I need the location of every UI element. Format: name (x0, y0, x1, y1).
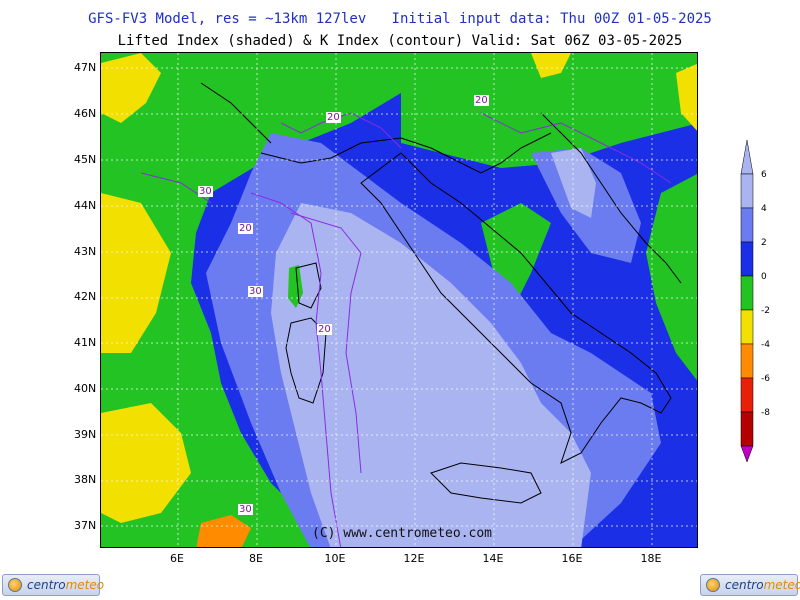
globe-icon (8, 578, 22, 592)
colorbar-label: -8 (761, 408, 770, 418)
field-orange-s (196, 515, 251, 547)
colorbar-swatch (740, 411, 754, 447)
lat-label: 39N (74, 428, 97, 441)
colorbar-swatch (740, 343, 754, 379)
lon-label: 12E (403, 552, 425, 565)
lat-label: 45N (74, 153, 97, 166)
colorbar-swatch (740, 377, 754, 413)
lon-label: 18E (640, 552, 662, 565)
colorbar-label: -2 (761, 306, 770, 316)
lat-label: 46N (74, 107, 97, 120)
lat-label: 38N (74, 473, 97, 486)
colorbar-label: 6 (761, 170, 767, 180)
lat-label: 44N (74, 199, 97, 212)
field-yellow-nw (101, 53, 161, 123)
field-green-north (401, 53, 697, 168)
field-lightblue (271, 203, 591, 547)
contour-label: 30 (248, 286, 263, 297)
lon-label: 8E (249, 552, 263, 565)
lat-label: 47N (74, 61, 97, 74)
colorbar-label: 4 (761, 204, 767, 214)
contour-label: 20 (326, 112, 341, 123)
lat-label: 43N (74, 245, 97, 258)
field-green-sardinia (288, 265, 303, 308)
centrometeo-logo-left[interactable]: centrometeo (2, 574, 104, 596)
copyright-text: (C) www.centrometeo.com (312, 526, 493, 541)
field-green-west (101, 53, 401, 547)
contour-label: 20 (317, 324, 332, 335)
colorbar-swatch (740, 275, 754, 311)
colorbar-label: -4 (761, 340, 770, 350)
header-line-2: Lifted Index (shaded) & K Index (contour… (117, 33, 683, 49)
lon-label: 6E (170, 552, 184, 565)
colorbar-swatch (740, 241, 754, 277)
logo-text: centrometeo (725, 578, 800, 592)
k-index-contours (140, 112, 672, 547)
lat-label: 42N (74, 290, 97, 303)
lon-label: 10E (324, 552, 346, 565)
header-line-1: GFS-FV3 Model, res = ~13km 127lev Initia… (88, 11, 712, 27)
lat-label: 40N (74, 382, 97, 395)
contour-label: 30 (198, 186, 213, 197)
colorbar-label: -6 (761, 374, 770, 384)
map-panel (100, 52, 698, 548)
logo-text: centrometeo (27, 578, 105, 592)
lat-label: 41N (74, 336, 97, 349)
lon-label: 16E (561, 552, 583, 565)
field-green-east (646, 174, 697, 381)
colorbar-top-arrow (740, 140, 754, 175)
colorbar-swatch (740, 173, 754, 209)
colorbar-label: 0 (761, 272, 767, 282)
colorbar-swatch (740, 309, 754, 345)
colorbar-swatch (740, 207, 754, 243)
field-yellow-ne (531, 53, 571, 78)
colorbar-bottom-arrow (740, 445, 754, 463)
lon-label: 14E (482, 552, 504, 565)
lat-label: 37N (74, 519, 97, 532)
contour-label: 20 (474, 95, 489, 106)
contour-label: 20 (238, 223, 253, 234)
centrometeo-logo-right[interactable]: centrometeo (700, 574, 800, 596)
contour-label: 30 (238, 504, 253, 515)
colorbar (740, 140, 754, 463)
colorbar-label: 2 (761, 238, 767, 248)
globe-icon (706, 578, 720, 592)
field-yellow-sw (101, 403, 191, 523)
map-field (101, 53, 697, 547)
field-yellow-w (101, 193, 171, 353)
